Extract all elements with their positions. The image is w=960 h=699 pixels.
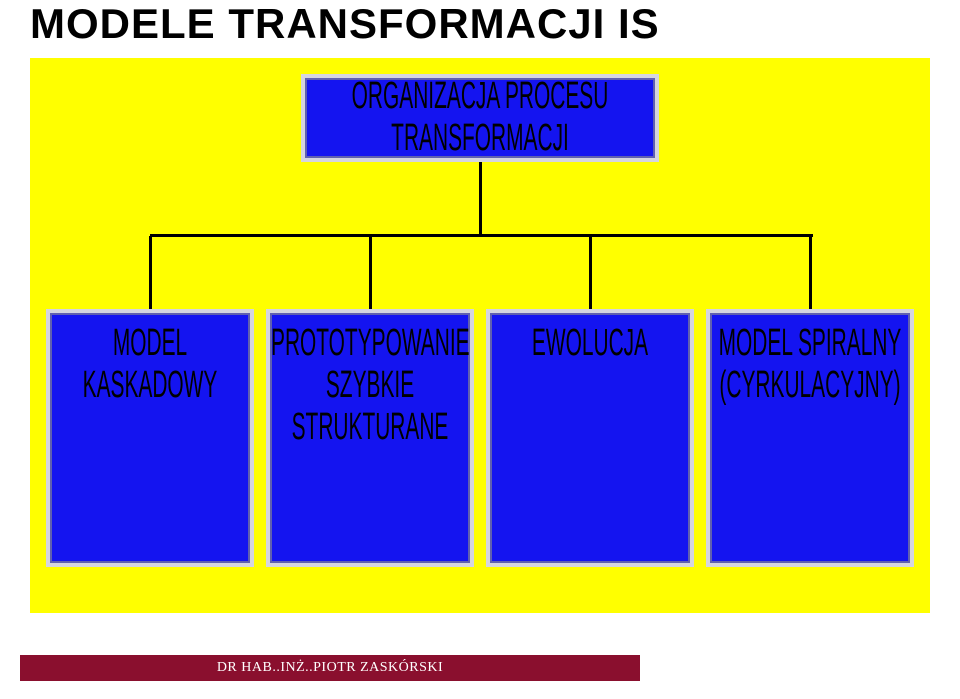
connector <box>479 162 482 236</box>
node-n1: MODEL KASKADOWY <box>50 313 250 563</box>
connector <box>369 236 372 310</box>
node-label: EWOLUCJA <box>491 323 689 365</box>
org-chart: ORGANIZACJA PROCESU TRANSFORMACJI MODEL K… <box>30 58 930 613</box>
node-n4: MODEL SPIRALNY (CYRKULACYJNY) <box>710 313 910 563</box>
page-title: MODELE TRANSFORMACJI IS <box>30 0 660 48</box>
connector <box>149 236 152 310</box>
node-label: MODEL SPIRALNY (CYRKULACYJNY) <box>711 323 909 407</box>
connector <box>809 236 812 310</box>
footer-text: DR HAB..INŻ..PIOTR ZASKÓRSKI <box>217 660 443 676</box>
node-label: ORGANIZACJA PROCESU TRANSFORMACJI <box>307 76 654 160</box>
connector <box>150 234 813 237</box>
node-label: MODEL KASKADOWY <box>51 323 249 407</box>
footer-bar: DR HAB..INŻ..PIOTR ZASKÓRSKI <box>20 655 640 681</box>
node-n3: EWOLUCJA <box>490 313 690 563</box>
node-root: ORGANIZACJA PROCESU TRANSFORMACJI <box>305 78 655 158</box>
node-n2: PROTOTYPOWANIE SZYBKIE STRUKTURANE <box>270 313 470 563</box>
node-label: PROTOTYPOWANIE SZYBKIE STRUKTURANE <box>271 323 469 448</box>
connector <box>589 236 592 310</box>
